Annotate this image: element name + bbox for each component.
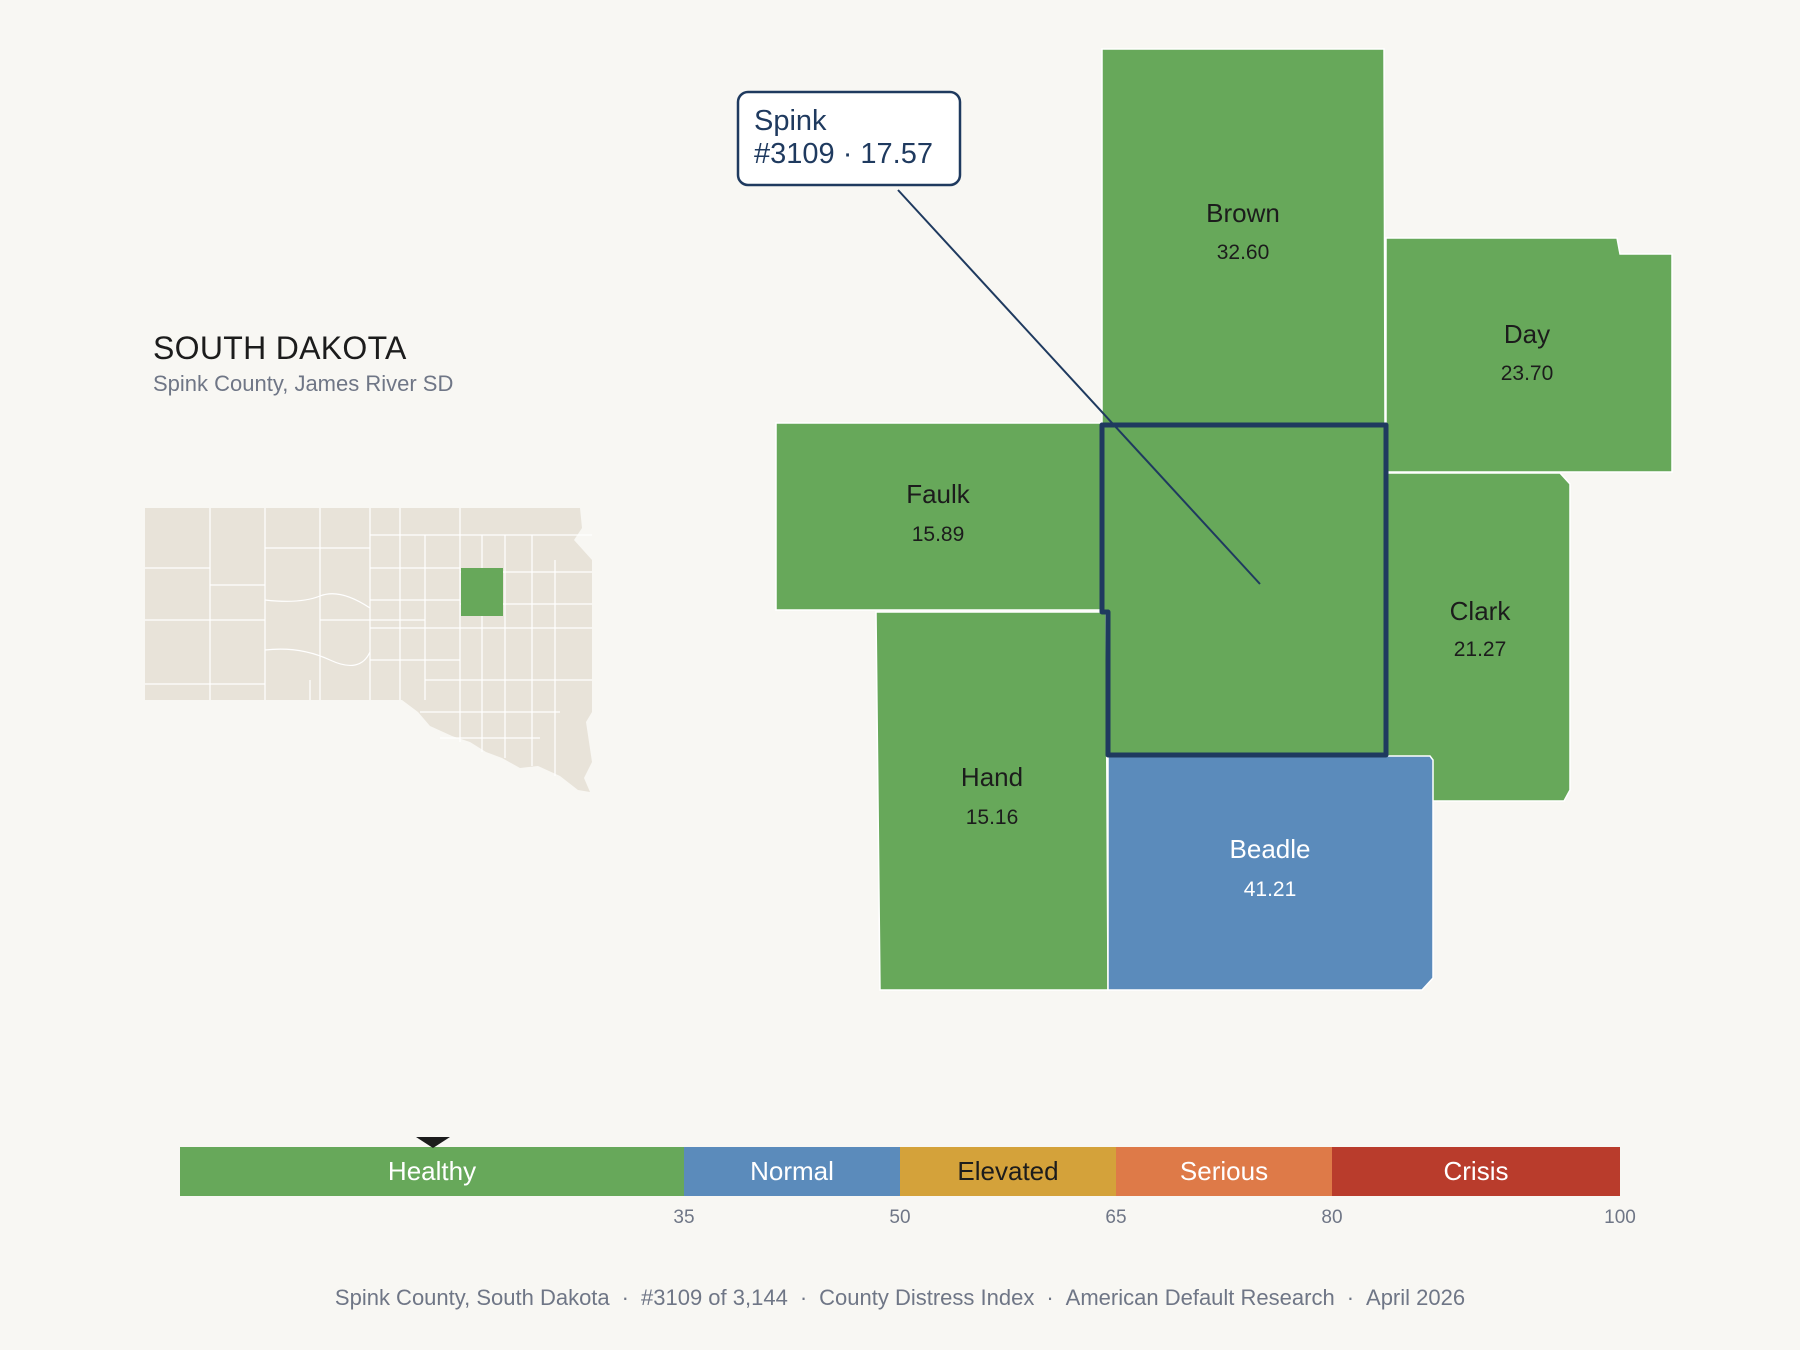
county-hand-name: Hand: [961, 762, 1023, 792]
state-inset-county-lines: [145, 508, 592, 776]
county-day[interactable]: Day 23.70: [1385, 237, 1673, 473]
county-clark-value: 21.27: [1454, 638, 1507, 661]
county-beadle-value: 41.21: [1244, 878, 1297, 901]
footer-index-name: County Distress Index: [819, 1285, 1035, 1310]
county-brown-value: 32.60: [1217, 241, 1270, 264]
footer-county: Spink County, South Dakota: [334, 1285, 610, 1310]
county-faulk-name: Faulk: [906, 479, 971, 509]
county-beadle[interactable]: Beadle 41.21: [1107, 755, 1434, 991]
legend-segment-healthy: [180, 1147, 684, 1196]
county-brown[interactable]: Brown 32.60: [1101, 48, 1386, 426]
callout-rank-value: #3109 · 17.57: [754, 138, 933, 170]
legend-segment-serious: [1116, 1147, 1332, 1196]
focus-callout: Spink #3109 · 17.57: [736, 90, 1261, 585]
county-beadle-name: Beadle: [1230, 834, 1311, 864]
legend-marker: [416, 1137, 451, 1148]
county-clark-name: Clark: [1450, 596, 1512, 626]
legend-tick-label: 65: [1105, 1207, 1126, 1228]
county-clark[interactable]: Clark 21.27: [1385, 472, 1571, 802]
county-faulk[interactable]: Faulk 15.89: [775, 422, 1103, 611]
legend-segment-elevated: [900, 1147, 1116, 1196]
callout-leader-line: [897, 189, 1261, 585]
legend-tick-label: 80: [1321, 1207, 1342, 1228]
distress-legend: Healthy Normal Elevated Serious Crisis 35 50 65…: [180, 1137, 1636, 1228]
county-day-name: Day: [1504, 319, 1550, 349]
legend-segment-crisis: [1332, 1147, 1620, 1196]
footer-separator: ·: [621, 1285, 629, 1310]
callout-box: [736, 90, 962, 187]
state-subtitle: Spink County, James River SD: [153, 371, 454, 396]
callout-county-name: Spink: [754, 105, 827, 137]
county-spink-focus[interactable]: [1099, 422, 1389, 758]
footer-separator: ·: [799, 1285, 808, 1310]
footer-rank: #3109 of 3,144: [641, 1285, 788, 1310]
legend-segment-normal: [684, 1147, 900, 1196]
state-inset-highlight-spink: [461, 568, 503, 616]
legend-tick-label: 100: [1604, 1207, 1636, 1228]
state-inset-shape: [145, 508, 592, 792]
footer-credits: Spink County, South Dakota · #3109 of 3,14…: [0, 1285, 1800, 1311]
state-title: SOUTH DAKOTA: [153, 330, 407, 366]
legend-label-healthy: Healthy: [388, 1156, 476, 1186]
footer-separator: ·: [1346, 1285, 1355, 1310]
footer-date: April 2026: [1366, 1285, 1466, 1310]
legend-label-serious: Serious: [1180, 1156, 1268, 1186]
footer-source: American Default Research: [1065, 1285, 1335, 1310]
legend-tick-label: 35: [673, 1207, 694, 1228]
county-faulk-value: 15.89: [912, 523, 965, 546]
legend-label-crisis: Crisis: [1444, 1156, 1509, 1186]
county-brown-name: Brown: [1206, 198, 1280, 228]
footer-separator: ·: [1046, 1285, 1054, 1310]
legend-tick-label: 50: [889, 1207, 910, 1228]
county-hand-value: 15.16: [966, 806, 1019, 829]
legend-label-normal: Normal: [750, 1156, 834, 1186]
county-day-value: 23.70: [1501, 362, 1554, 385]
legend-label-elevated: Elevated: [957, 1156, 1058, 1186]
county-hand[interactable]: Hand 15.16: [875, 611, 1109, 991]
state-inset-map: [145, 508, 592, 792]
